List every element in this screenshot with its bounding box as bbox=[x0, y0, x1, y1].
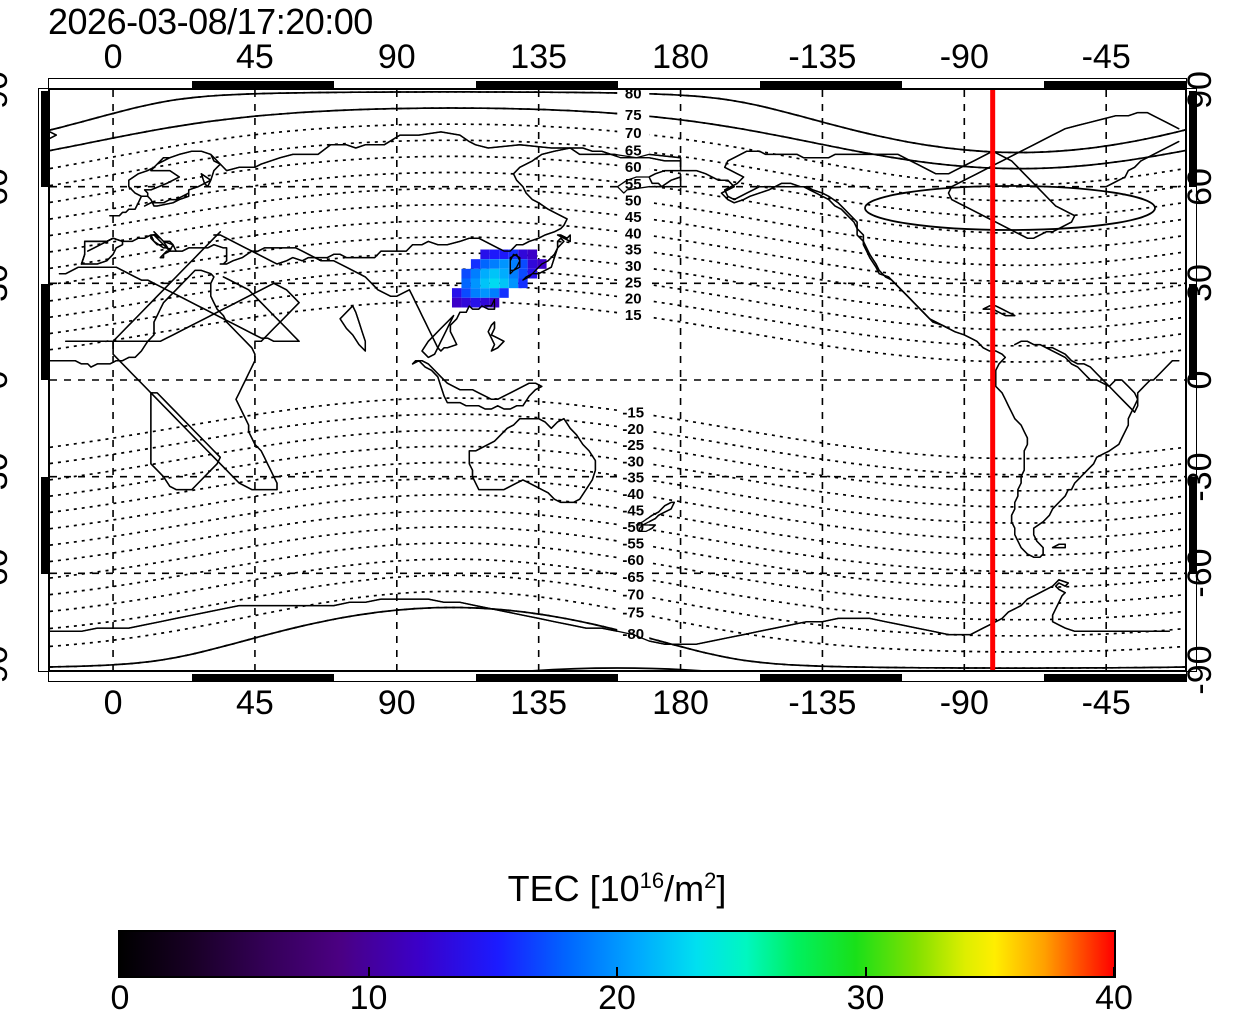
colorbar-tick-label: 30 bbox=[846, 979, 885, 1017]
svg-text:-75: -75 bbox=[622, 604, 644, 621]
axis-bar-segment bbox=[476, 80, 618, 89]
contour-labels: 1520253035404550556065707580-15-20-25-30… bbox=[617, 90, 650, 643]
svg-text:45: 45 bbox=[625, 209, 642, 226]
colorbar-tick bbox=[616, 967, 618, 978]
axis-bar-segment bbox=[476, 673, 618, 682]
longitude-tick-label: 180 bbox=[652, 684, 709, 722]
svg-text:-60: -60 bbox=[622, 552, 644, 569]
colorbar-tick-label: 10 bbox=[349, 979, 388, 1017]
world-map-svg: 1520253035404550556065707580-15-20-25-30… bbox=[50, 90, 1185, 670]
axis-bar-segment bbox=[759, 80, 902, 89]
latitude-tick-label: 60 bbox=[0, 167, 15, 206]
colorbar-tick bbox=[864, 967, 867, 978]
svg-text:-30: -30 bbox=[622, 453, 644, 470]
svg-text:-20: -20 bbox=[622, 421, 644, 438]
svg-text:65: 65 bbox=[625, 142, 642, 159]
latitude-tick-label: 30 bbox=[1181, 264, 1219, 303]
longitude-tick-label: -90 bbox=[939, 38, 989, 76]
svg-text:80: 80 bbox=[625, 90, 642, 102]
latitude-tick-label: -60 bbox=[1181, 548, 1219, 598]
svg-text:30: 30 bbox=[625, 258, 642, 275]
longitude-tick-label: 45 bbox=[236, 38, 274, 76]
axis-bar-segment bbox=[40, 90, 49, 188]
axis-bar-segment bbox=[1188, 477, 1197, 574]
longitude-tick-label: 135 bbox=[510, 684, 568, 722]
axis-bar-segment bbox=[40, 477, 49, 574]
longitude-tick-label: 135 bbox=[510, 38, 568, 76]
axis-bar-segment bbox=[1188, 90, 1197, 188]
axis-bar-segment bbox=[1188, 283, 1197, 381]
latitude-tick-label: -90 bbox=[0, 645, 15, 695]
svg-text:-65: -65 bbox=[622, 569, 644, 586]
svg-text:20: 20 bbox=[625, 291, 642, 308]
svg-text:25: 25 bbox=[625, 274, 642, 291]
page-title: 2026-03-08/17:20:00 bbox=[48, 1, 373, 42]
longitude-tick-label: 180 bbox=[652, 38, 709, 76]
latitude-tick-label: -90 bbox=[1181, 645, 1219, 695]
colorbar-tick-label: 20 bbox=[598, 979, 636, 1017]
longitude-tick-label: -45 bbox=[1081, 38, 1131, 76]
longitude-tick-label: 0 bbox=[103, 684, 123, 722]
axis-bar-segment bbox=[759, 673, 902, 682]
latitude-tick-label: -60 bbox=[0, 548, 15, 598]
svg-text:75: 75 bbox=[625, 107, 642, 124]
svg-text:50: 50 bbox=[625, 192, 642, 209]
svg-text:-35: -35 bbox=[622, 470, 644, 487]
svg-text:-55: -55 bbox=[622, 535, 644, 552]
longitude-tick-label: -90 bbox=[939, 684, 989, 722]
svg-text:-45: -45 bbox=[622, 502, 644, 519]
longitude-tick-label: 90 bbox=[377, 38, 416, 76]
axis-bar-bottom bbox=[48, 671, 1187, 682]
svg-text:70: 70 bbox=[625, 125, 642, 142]
axis-bar-segment bbox=[1043, 80, 1186, 89]
axis-bar-segment bbox=[192, 673, 335, 682]
magnetic-latitude-contours bbox=[50, 91, 1185, 670]
svg-text:60: 60 bbox=[625, 159, 642, 176]
colorbar-tick-label: 40 bbox=[1095, 979, 1133, 1017]
colorbar-tick bbox=[1113, 967, 1115, 978]
svg-text:35: 35 bbox=[625, 242, 642, 259]
latitude-tick-label: 30 bbox=[0, 264, 15, 303]
svg-text:-70: -70 bbox=[622, 586, 644, 603]
axis-bar-segment bbox=[192, 80, 335, 89]
tec-data-cells bbox=[451, 249, 547, 308]
colorbar-title: TEC [1016/m2] bbox=[507, 868, 727, 909]
coastlines-overlay bbox=[50, 111, 1180, 645]
axis-bar-segment bbox=[1043, 673, 1186, 682]
latitude-tick-label: -30 bbox=[0, 452, 15, 502]
map-plot-area: 15 20 25 30 35 40 45 50 55 60 65 70 75 80 -15 -20 -25 -30… bbox=[48, 88, 1187, 672]
axis-bar-segment bbox=[40, 283, 49, 381]
svg-text:40: 40 bbox=[625, 225, 642, 242]
latitude-tick-label: 0 bbox=[1181, 370, 1219, 390]
longitude-tick-label: 0 bbox=[103, 38, 123, 76]
longitude-tick-label: 45 bbox=[236, 684, 274, 722]
svg-text:-15: -15 bbox=[622, 404, 644, 421]
svg-text:15: 15 bbox=[625, 307, 642, 324]
colorbar-tick bbox=[367, 967, 370, 978]
longitude-tick-label: -135 bbox=[788, 38, 857, 76]
longitude-tick-label: 90 bbox=[377, 684, 416, 722]
colorbar-tick-label: 0 bbox=[110, 979, 130, 1017]
latitude-tick-label: 90 bbox=[1181, 71, 1219, 109]
longitude-tick-label: -45 bbox=[1081, 684, 1131, 722]
latitude-tick-label: 90 bbox=[0, 71, 15, 109]
longitude-tick-label: -135 bbox=[788, 684, 857, 722]
latitude-tick-label: 0 bbox=[0, 371, 15, 390]
svg-text:-25: -25 bbox=[622, 437, 644, 454]
latitude-tick-label: -30 bbox=[1181, 452, 1219, 502]
svg-text:-40: -40 bbox=[622, 486, 644, 503]
latitude-tick-label: 60 bbox=[1181, 167, 1219, 206]
coastlines bbox=[50, 111, 1180, 645]
